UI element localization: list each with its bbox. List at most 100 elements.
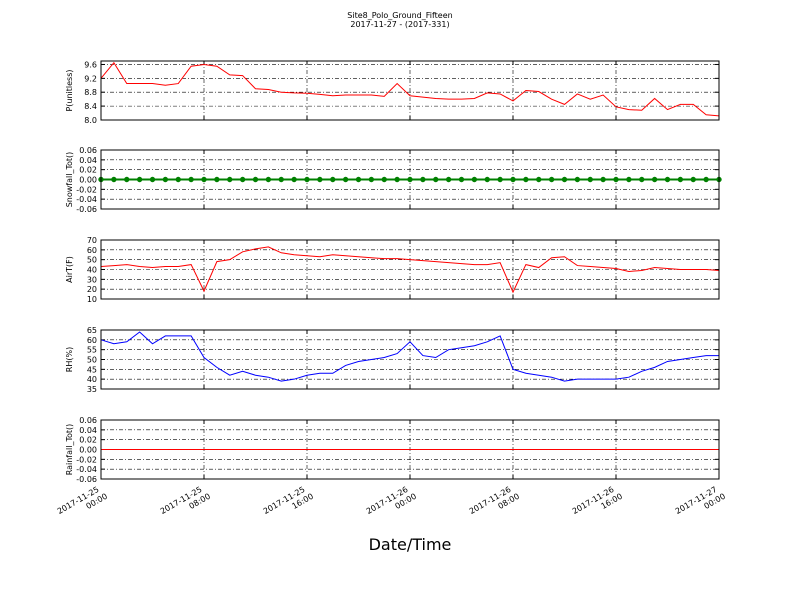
y-tick-label: 0.06 xyxy=(79,416,97,425)
x-tick-label: 2017-11-2616:00 xyxy=(571,483,624,525)
y-tick-label: 70 xyxy=(87,236,97,245)
x-axis-label: Date/Time xyxy=(369,535,452,554)
data-point xyxy=(703,176,709,183)
plot-frame xyxy=(100,329,720,390)
x-tick-label: 2017-11-2608:00 xyxy=(468,483,521,525)
data-line xyxy=(100,61,720,117)
data-point xyxy=(407,176,413,183)
data-point xyxy=(381,176,387,183)
y-tick-label: 0.00 xyxy=(79,176,97,185)
x-tick-label: 2017-11-2600:00 xyxy=(365,483,418,525)
data-point xyxy=(613,176,619,183)
data-point xyxy=(317,176,323,183)
plot-frame xyxy=(100,60,720,121)
data-point xyxy=(574,176,581,183)
y-tick-label: -0.04 xyxy=(76,465,97,474)
y-tick-label: 65 xyxy=(87,326,97,335)
data-point xyxy=(278,176,284,183)
data-point xyxy=(664,176,671,183)
data-point xyxy=(136,176,143,183)
data-point xyxy=(651,176,658,183)
data-point xyxy=(497,176,503,183)
data-point xyxy=(227,176,233,183)
plot-frame xyxy=(100,239,720,300)
data-point xyxy=(342,176,349,183)
data-point xyxy=(355,176,362,183)
y-tick-label: 30 xyxy=(87,275,97,284)
data-point xyxy=(162,176,169,183)
data-point xyxy=(639,176,645,183)
y-tick-label: -0.06 xyxy=(76,475,97,484)
data-point xyxy=(239,176,246,183)
data-point xyxy=(124,176,130,183)
y-tick-label: 35 xyxy=(87,385,97,394)
data-point xyxy=(420,176,426,183)
y-tick-label: 8.4 xyxy=(84,102,97,111)
y-tick-label: 40 xyxy=(87,266,97,275)
data-point xyxy=(330,176,336,183)
y-axis-label: RH(%) xyxy=(65,347,74,372)
y-tick-label: 0.02 xyxy=(79,436,97,445)
data-point xyxy=(188,176,194,183)
y-tick-label: 60 xyxy=(87,336,97,345)
y-tick-label: 8.8 xyxy=(84,88,97,97)
y-tick-label: 0.04 xyxy=(79,426,97,435)
x-tick-label: 2017-11-2500:00 xyxy=(56,483,109,525)
data-point xyxy=(587,176,593,183)
data-point xyxy=(175,176,181,183)
y-tick-label: -0.02 xyxy=(76,185,97,194)
data-point xyxy=(626,176,632,183)
data-point xyxy=(368,176,375,183)
x-tick-label: 2017-11-2700:00 xyxy=(674,483,727,525)
data-point xyxy=(523,176,529,183)
data-point xyxy=(458,176,465,183)
y-tick-label: 50 xyxy=(87,256,97,265)
data-point xyxy=(510,176,516,183)
data-point xyxy=(149,176,156,183)
y-axis-label: AirT(F) xyxy=(65,256,74,283)
y-axis-label: Snowfall_Tot() xyxy=(65,152,74,208)
data-point xyxy=(561,176,568,183)
y-tick-label: 0.00 xyxy=(79,446,97,455)
y-tick-label: 10 xyxy=(87,295,97,304)
data-point xyxy=(600,176,606,183)
y-tick-label: 0.04 xyxy=(79,156,97,165)
data-point xyxy=(536,176,542,183)
y-tick-label: 45 xyxy=(87,365,97,374)
plot-frame xyxy=(100,419,720,480)
y-tick-label: 8.0 xyxy=(84,116,97,125)
data-point xyxy=(445,176,452,183)
y-tick-label: -0.04 xyxy=(76,195,97,204)
data-point xyxy=(690,176,696,183)
y-tick-label: 9.2 xyxy=(84,74,97,83)
y-axis-label: P(unitless) xyxy=(65,69,74,111)
y-tick-label: 20 xyxy=(87,285,97,294)
data-point xyxy=(548,176,555,183)
x-tick-label: 2017-11-2508:00 xyxy=(159,483,212,525)
data-point xyxy=(214,176,220,183)
data-point xyxy=(304,176,310,183)
plot-frame xyxy=(100,149,720,210)
y-tick-label: 55 xyxy=(87,346,97,355)
data-point xyxy=(433,176,439,183)
y-tick-label: 50 xyxy=(87,356,97,365)
y-tick-label: 0.06 xyxy=(79,146,97,155)
y-tick-label: -0.02 xyxy=(76,455,97,464)
chart-title: Site8_Polo_Ground_Fifteen xyxy=(347,11,452,20)
x-tick-label: 2017-11-2516:00 xyxy=(262,483,315,525)
data-point xyxy=(484,176,490,183)
chart-subtitle: 2017-11-27 - (2017-331) xyxy=(350,20,449,29)
y-tick-label: 60 xyxy=(87,246,97,255)
data-point xyxy=(291,176,297,183)
data-point xyxy=(265,176,272,183)
data-point xyxy=(111,176,117,183)
data-point xyxy=(201,176,207,183)
y-tick-label: -0.06 xyxy=(76,205,97,214)
y-tick-label: 9.6 xyxy=(84,60,97,69)
data-point xyxy=(471,176,478,183)
data-point xyxy=(252,176,259,183)
data-line xyxy=(100,246,720,294)
data-line xyxy=(100,331,719,382)
data-point xyxy=(394,176,400,183)
y-tick-label: 40 xyxy=(87,375,97,384)
